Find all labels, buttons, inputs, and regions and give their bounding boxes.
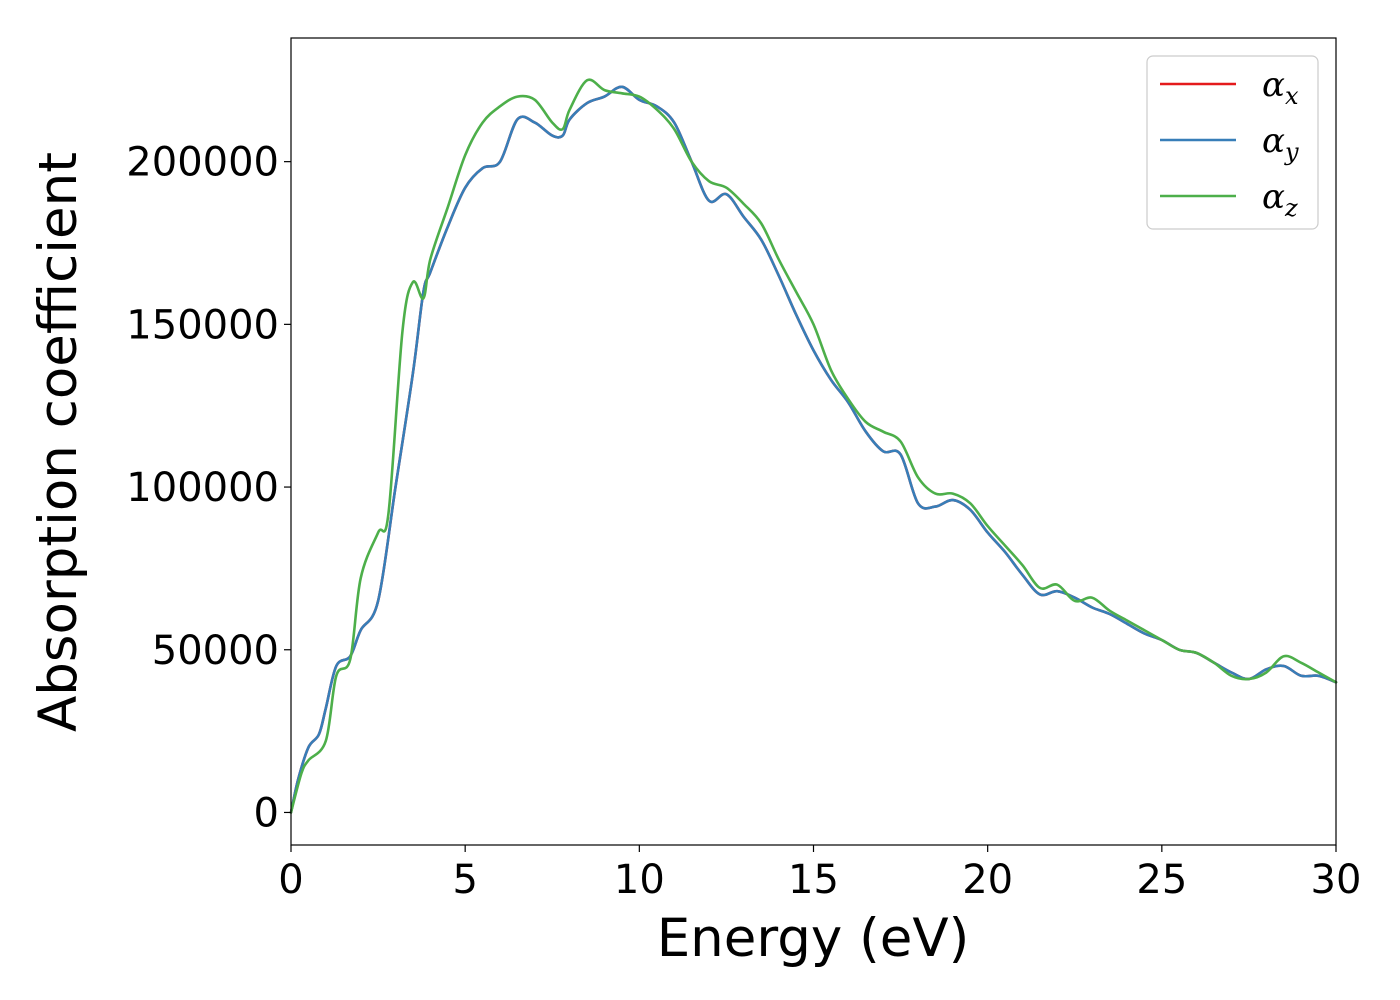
- x-tick-label: 0: [278, 857, 303, 903]
- legend-label-subscript: y: [1284, 138, 1299, 166]
- y-ticks: 0 50000 100000 150000 200000: [126, 140, 291, 836]
- legend-label-symbol: α: [1262, 65, 1285, 105]
- y-tick-label: 150000: [126, 302, 279, 348]
- y-tick-label: 100000: [126, 465, 279, 511]
- x-tick-label: 30: [1311, 857, 1362, 903]
- legend-label-alpha-z: αz: [1262, 177, 1298, 222]
- legend-label-alpha-y: αy: [1262, 121, 1299, 166]
- y-axis-title: Absorption coefficient: [28, 152, 89, 732]
- legend-label-symbol: α: [1262, 121, 1285, 161]
- y-tick-label: 200000: [126, 140, 279, 186]
- y-tick-label: 50000: [152, 628, 279, 674]
- legend-label-alpha-x: αx: [1262, 65, 1299, 110]
- x-tick-label: 10: [614, 857, 665, 903]
- legend-label-subscript: z: [1284, 194, 1298, 222]
- series-layer: [289, 78, 1338, 814]
- series-line-alpha-z: [289, 78, 1338, 814]
- series-line-alpha-y: [289, 85, 1338, 814]
- y-tick-label: 0: [254, 790, 279, 836]
- x-tick-label: 15: [788, 857, 839, 903]
- legend-box: [1146, 55, 1319, 230]
- x-axis-title: Energy (eV): [657, 908, 970, 969]
- legend-label-subscript: x: [1285, 82, 1299, 110]
- x-tick-label: 20: [962, 857, 1013, 903]
- x-tick-label: 25: [1136, 857, 1187, 903]
- legend-label-symbol: α: [1262, 177, 1285, 217]
- x-tick-label: 5: [452, 857, 477, 903]
- x-ticks: 0 5 10 15 20 25 30: [278, 845, 1361, 903]
